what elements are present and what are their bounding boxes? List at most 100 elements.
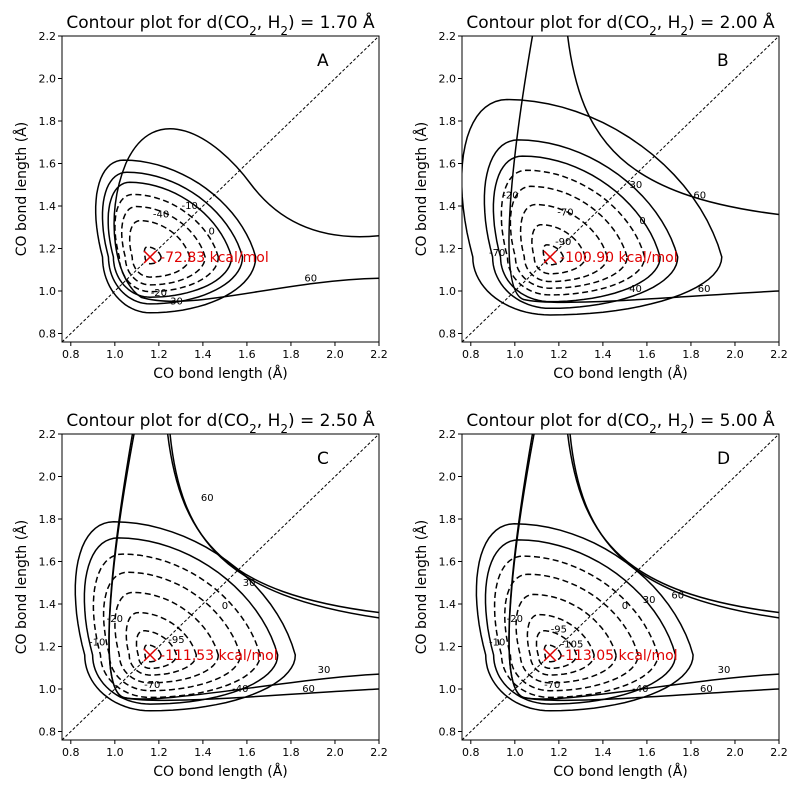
x-tick-label: 1.0 <box>506 746 524 759</box>
x-tick-label: 0.8 <box>462 746 480 759</box>
minimum-marker <box>143 648 157 662</box>
contour-label: 60 <box>201 493 214 504</box>
y-axis-label: CO bond length (Å) <box>413 520 430 654</box>
y-tick-label: 1.4 <box>439 598 457 611</box>
contour-label: 0 <box>639 216 645 227</box>
contour-label: -95 <box>551 625 567 636</box>
contour-line-level-60 <box>508 36 779 304</box>
y-tick-label: 2.0 <box>439 471 457 484</box>
y-tick-label: 2.2 <box>39 30 57 43</box>
x-axis-label: CO bond length (Å) <box>553 365 687 382</box>
contour-line-level--95 <box>542 244 565 266</box>
x-tick-label: 2.0 <box>326 348 344 361</box>
contour-label: -10 <box>489 637 505 648</box>
x-tick-label: 1.2 <box>150 746 168 759</box>
diagonal-line <box>462 434 779 740</box>
contour-line-level-30 <box>508 434 779 700</box>
contour-label: -105 <box>561 639 584 650</box>
y-tick-label: 2.0 <box>439 73 457 86</box>
contour-label: -20 <box>151 288 167 299</box>
contour-label: 60 <box>700 684 713 695</box>
x-tick-label: 1.6 <box>638 746 656 759</box>
contour-line-level-0 <box>475 523 694 712</box>
y-tick-label: 1.8 <box>439 115 457 128</box>
x-tick-label: 1.6 <box>238 348 256 361</box>
minimum-marker <box>143 250 157 264</box>
x-axis-label: CO bond length (Å) <box>153 365 287 382</box>
x-tick-label: 2.0 <box>726 348 744 361</box>
y-tick-label: 2.2 <box>439 30 457 43</box>
x-tick-label: 1.4 <box>194 746 212 759</box>
y-tick-label: 1.2 <box>439 641 457 654</box>
contour-line-level--70 <box>143 246 162 265</box>
y-axis-label: CO bond length (Å) <box>13 520 30 654</box>
contour-line-level--55 <box>102 571 242 692</box>
minimum-energy-label: -111.53 kcal/mol <box>160 648 278 664</box>
x-tick-label: 1.4 <box>194 348 212 361</box>
y-tick-label: 1.8 <box>439 513 457 526</box>
x-tick-label: 2.2 <box>770 348 788 361</box>
x-tick-label: 0.8 <box>62 746 80 759</box>
contour-line-level--30 <box>120 205 206 286</box>
contour-label: 30 <box>170 297 183 308</box>
x-tick-label: 1.0 <box>506 348 524 361</box>
contour-line-level--70 <box>515 593 617 684</box>
contour-line-level--20 <box>114 193 220 293</box>
contour-label: 30 <box>318 665 331 676</box>
minimum-energy-label: -113.05 kcal/mol <box>560 648 678 664</box>
contour-label: 30 <box>718 665 731 676</box>
contour-line-level-60 <box>113 128 379 303</box>
contour-line-level--95 <box>535 630 578 670</box>
y-tick-label: 1.4 <box>39 200 57 213</box>
contour-line-level--85 <box>125 611 198 676</box>
panel-letter: D <box>717 449 730 469</box>
x-tick-label: 1.2 <box>550 746 568 759</box>
y-tick-label: 1.8 <box>39 115 57 128</box>
contour-line-level--10 <box>83 537 279 705</box>
y-tick-label: 1.4 <box>39 598 57 611</box>
contour-line-level--105 <box>143 644 162 663</box>
diagonal-line <box>62 36 379 342</box>
panel-letter: C <box>317 449 329 469</box>
panel-letter: A <box>317 51 329 71</box>
contour-label: -20 <box>502 190 518 201</box>
contour-label: -70 <box>144 680 160 691</box>
x-tick-label: 2.2 <box>370 348 388 361</box>
y-tick-label: 2.2 <box>39 428 57 441</box>
contour-line-level--55 <box>509 185 628 289</box>
contour-line-level-30 <box>94 159 257 314</box>
contour-label: -70 <box>489 248 505 259</box>
contour-line-level-0 <box>483 139 679 310</box>
y-tick-label: 1.6 <box>39 158 57 171</box>
y-tick-label: 1.6 <box>439 158 457 171</box>
y-tick-label: 1.6 <box>439 556 457 569</box>
y-tick-label: 1.2 <box>439 243 457 256</box>
y-tick-label: 2.0 <box>39 73 57 86</box>
contour-line-level--40 <box>92 553 261 699</box>
chart-title: Contour plot for d(CO2, H2) = 2.50 Å <box>66 409 375 436</box>
diagonal-line <box>62 434 379 740</box>
contour-line-level--70 <box>519 203 609 283</box>
contour-line-level--40 <box>128 219 191 278</box>
y-tick-label: 2.0 <box>39 471 57 484</box>
minimum-marker <box>543 648 557 662</box>
y-tick-label: 1.0 <box>439 285 457 298</box>
contour-label: -70 <box>544 680 560 691</box>
axes-frame <box>61 433 380 741</box>
y-axis-label: CO bond length (Å) <box>13 122 30 256</box>
x-tick-label: 2.2 <box>370 746 388 759</box>
contour-label: -40 <box>232 684 248 695</box>
panel-a: 60 30-20 -40 -10 0 -72.83 kcal/mol A 0.8 1.0 1.2 1… <box>13 11 388 382</box>
y-tick-label: 2.2 <box>439 428 457 441</box>
contour-label: -95 <box>168 635 184 646</box>
y-tick-label: 1.2 <box>39 641 57 654</box>
chart-title: Contour plot for d(CO2, H2) = 2.00 Å <box>466 11 775 38</box>
y-tick-label: 1.0 <box>439 683 457 696</box>
contour-label: -40 <box>153 210 169 221</box>
y-axis-label: CO bond length (Å) <box>413 122 430 256</box>
contour-label: -20 <box>507 614 523 625</box>
contour-line-level--40 <box>500 169 646 296</box>
contour-line-level--95 <box>135 630 178 670</box>
